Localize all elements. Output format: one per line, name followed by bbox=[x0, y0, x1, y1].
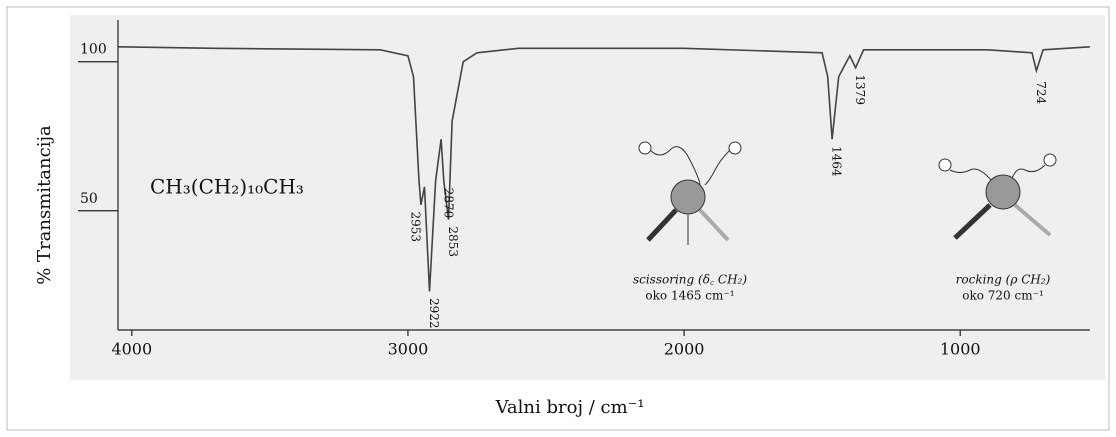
chart: % Transmitancija Valni broj / cm⁻¹ CH₃(C… bbox=[0, 0, 1116, 437]
peak-label: 724 bbox=[1034, 81, 1048, 104]
peak-label: 2953 bbox=[408, 212, 422, 243]
peak-label: 1379 bbox=[853, 74, 867, 105]
mode-note: oko 720 cm⁻¹ bbox=[962, 289, 1044, 303]
atom bbox=[671, 180, 705, 214]
peak-label: 1464 bbox=[830, 146, 844, 177]
peak-label: 2870 bbox=[441, 188, 455, 219]
atom bbox=[1044, 154, 1056, 166]
atom bbox=[639, 142, 651, 154]
mode-name: rocking (ρ CH₂) bbox=[956, 273, 1051, 287]
x-tick-label: 2000 bbox=[664, 340, 705, 359]
formula: CH₃(CH₂)₁₀CH₃ bbox=[150, 175, 304, 199]
page: % Transmitancija Valni broj / cm⁻¹ CH₃(C… bbox=[0, 0, 1116, 437]
y-axis-title: % Transmitancija bbox=[34, 125, 55, 285]
x-axis-title: Valni broj / cm⁻¹ bbox=[495, 397, 645, 418]
x-tick-label: 4000 bbox=[111, 340, 152, 359]
peak-label: 2922 bbox=[427, 298, 441, 329]
atom bbox=[939, 159, 951, 171]
peak-label: 2853 bbox=[446, 226, 460, 257]
y-tick-label: 50 bbox=[80, 191, 98, 207]
y-tick-label: 100 bbox=[80, 42, 107, 58]
x-tick-label: 1000 bbox=[940, 340, 981, 359]
mode-note: oko 1465 cm⁻¹ bbox=[645, 289, 734, 303]
atom bbox=[729, 142, 741, 154]
x-tick-label: 3000 bbox=[388, 340, 429, 359]
atom bbox=[986, 175, 1020, 209]
mode-name: scissoring (δ꜀ CH₂) bbox=[633, 273, 747, 287]
